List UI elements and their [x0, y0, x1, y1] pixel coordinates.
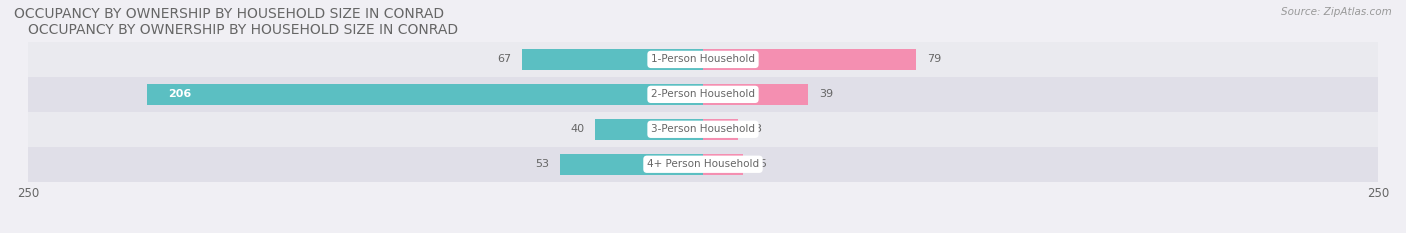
Text: 53: 53 — [536, 159, 550, 169]
Text: 40: 40 — [569, 124, 585, 134]
Bar — [28, 77, 1378, 112]
Bar — [28, 112, 1378, 147]
Text: 2-Person Household: 2-Person Household — [651, 89, 755, 99]
Bar — [28, 42, 1378, 77]
Text: 206: 206 — [169, 89, 191, 99]
Text: 1-Person Household: 1-Person Household — [651, 55, 755, 64]
Bar — [703, 119, 738, 140]
Text: 13: 13 — [749, 124, 763, 134]
Text: OCCUPANCY BY OWNERSHIP BY HOUSEHOLD SIZE IN CONRAD: OCCUPANCY BY OWNERSHIP BY HOUSEHOLD SIZE… — [28, 23, 458, 37]
Bar — [560, 154, 703, 175]
Text: 4+ Person Household: 4+ Person Household — [647, 159, 759, 169]
Text: 79: 79 — [927, 55, 941, 64]
Bar — [703, 49, 917, 70]
Text: 3-Person Household: 3-Person Household — [651, 124, 755, 134]
Bar — [703, 84, 808, 105]
Bar — [28, 147, 1378, 182]
Bar — [595, 119, 703, 140]
Legend: Owner-occupied, Renter-occupied: Owner-occupied, Renter-occupied — [575, 230, 831, 233]
Text: 39: 39 — [820, 89, 834, 99]
Text: 15: 15 — [754, 159, 768, 169]
Bar — [522, 49, 703, 70]
Text: OCCUPANCY BY OWNERSHIP BY HOUSEHOLD SIZE IN CONRAD: OCCUPANCY BY OWNERSHIP BY HOUSEHOLD SIZE… — [14, 7, 444, 21]
Bar — [146, 84, 703, 105]
Text: 67: 67 — [498, 55, 512, 64]
Text: Source: ZipAtlas.com: Source: ZipAtlas.com — [1281, 7, 1392, 17]
Bar — [703, 154, 744, 175]
